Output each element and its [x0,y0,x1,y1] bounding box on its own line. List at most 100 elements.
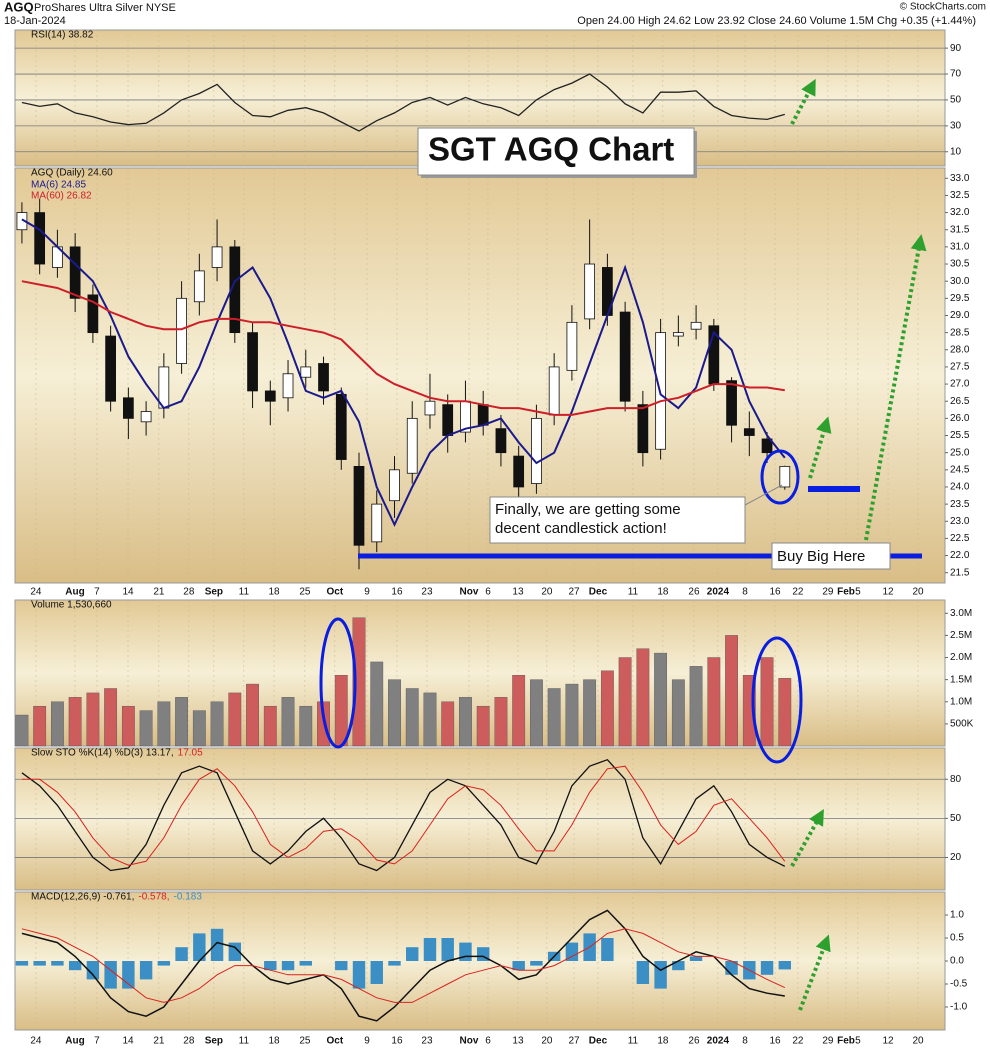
arrows [790,78,927,1011]
x-tick-label: 8 [742,587,748,598]
y-tick-label: 29.5 [950,293,970,304]
buy-box [771,542,891,570]
volume-bar [210,701,224,747]
panel-title: MACD(12,26,9) -0.761, [31,892,134,903]
x-tick-label: 18 [268,1036,280,1047]
volume-bar [476,705,490,747]
y-tick-label: 30 [950,120,962,131]
candle-body [353,465,365,546]
x-tick-label: 6 [485,1036,491,1047]
x-tick-label: 20 [541,1036,553,1047]
panel [14,747,946,891]
volume-bar [512,675,526,747]
candle-body [584,263,596,320]
candle-body [318,363,329,392]
volume-bar [441,701,455,747]
x-tick-label: 29 [822,587,834,598]
volume-bar [654,652,668,747]
histogram-bar [33,961,46,966]
candle-body [176,297,187,364]
x-tick-label: Oct [327,587,344,598]
y-tick-label: 10 [950,146,962,157]
candle-body [424,400,436,416]
volume-bar [139,710,153,747]
x-tick-label: 18 [268,587,280,598]
histogram-bar [264,961,277,971]
x-tick-label: Oct [327,1036,344,1047]
x-tick-label: 9 [364,587,370,598]
x-tick-label: 7 [94,587,100,598]
x-tick-label: 11 [239,587,250,598]
x-tick-label: 25 [299,1036,311,1047]
x-tick-label: Dec [589,1036,608,1047]
candle-body [389,469,400,502]
volume-bar [121,705,135,747]
panel [14,167,946,584]
y-tick-label: 50 [950,95,962,106]
candle-body [211,246,223,268]
candle-body [300,366,312,378]
candle-body [335,393,347,460]
histogram-bar [672,961,685,971]
volume-bar [68,697,82,747]
y-tick-label: 22.5 [950,533,970,544]
legend-entry: MA(60) 26.82 [31,191,92,202]
x-tick-label: Aug [65,587,84,598]
candle-body [87,294,99,334]
x-tick-label: 5 [855,587,861,598]
x-tick-label: 18 [657,587,669,598]
y-tick-label: 23.0 [950,516,970,527]
histogram-bar [104,961,117,989]
y-tick-label: 2.5M [950,630,972,641]
chart-date: 18-Jan-2024 [4,15,66,27]
volume-bar [50,701,64,747]
y-tick-label: 21.5 [950,567,970,578]
x-tick-label: 25 [299,587,311,598]
panel-title: AGQ (Daily) 24.60 [31,168,113,179]
highlight-ellipse [319,617,357,749]
histogram-bar [636,961,650,984]
histogram-bar [335,961,348,971]
volume-bar [583,679,597,747]
series-line [21,73,785,132]
candle-body [726,380,737,426]
annotations: SGT AGQ Chart Finally, we are getting so… [319,78,927,1011]
volume-bar [104,688,118,747]
candle-body [406,417,418,474]
x-tick-label: 21 [153,1036,165,1047]
quote: Open 24.00 High 24.62 Low 23.92 Close 24… [577,15,976,27]
series-line [21,909,785,1022]
x-tick-label: 2024 [707,1036,730,1047]
series-line [21,928,786,1003]
volume-bar [157,701,171,747]
x-tick-label: 24 [30,1036,42,1047]
y-tick-label: 1.0M [950,696,972,707]
volume-bar [671,679,685,747]
x-tick-label: 11 [628,587,639,598]
y-tick-label: 2.0M [950,652,972,663]
volume-bar [778,678,792,747]
y-tick-label: 1.0 [950,910,964,921]
histogram-bar [778,961,792,970]
candle-body [247,332,258,392]
histogram-bar [299,961,312,966]
panel-title-extra: 17.05 [178,748,203,759]
y-tick-label: 29.0 [950,310,970,321]
x-tick-label: 27 [568,1036,580,1047]
histogram-bar [228,942,242,961]
x-tick-label: Sep [205,587,223,598]
x-tick-label: Sep [205,1036,223,1047]
volume-bar [405,688,419,747]
y-tick-label: -0.5 [950,979,968,990]
panel-title: RSI(14) 38.82 [31,30,94,41]
volume-bar [33,705,47,747]
x-tick-label: 9 [364,1036,370,1047]
panel-title-signal: -0.578, [138,892,169,903]
y-tick-label: 24.5 [950,464,970,475]
volume-bar [725,635,738,747]
y-tick-label: 28.0 [950,344,970,355]
y-tick-label: 0.5 [950,933,964,944]
candle-body [229,246,241,334]
panel-title: Volume 1,530,660 [31,600,112,611]
